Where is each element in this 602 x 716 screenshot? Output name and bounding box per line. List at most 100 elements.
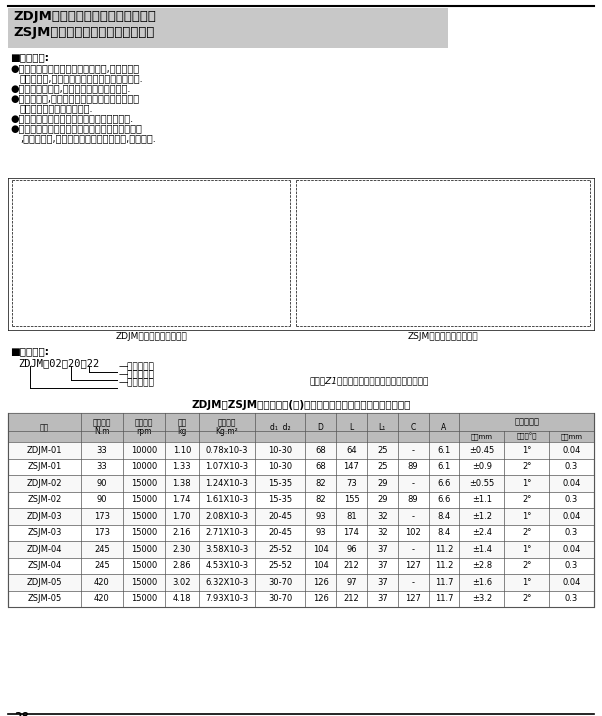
Text: 1.70: 1.70 xyxy=(173,512,191,521)
Text: 37: 37 xyxy=(377,561,388,570)
Text: 20-45: 20-45 xyxy=(268,512,292,521)
Text: 径向mm: 径向mm xyxy=(560,433,583,440)
Text: 2.30: 2.30 xyxy=(173,545,191,553)
Text: 96: 96 xyxy=(346,545,357,553)
Text: L: L xyxy=(349,423,353,432)
Text: 173: 173 xyxy=(94,528,110,537)
Text: 68: 68 xyxy=(315,446,326,455)
Text: 82: 82 xyxy=(315,495,326,504)
Text: 4.53X10-3: 4.53X10-3 xyxy=(205,561,248,570)
Text: 0.3: 0.3 xyxy=(565,463,578,471)
Text: C: C xyxy=(411,423,416,432)
Text: 0.04: 0.04 xyxy=(562,512,581,521)
Text: ■主要特点:: ■主要特点: xyxy=(10,52,49,62)
Text: 97: 97 xyxy=(346,578,357,586)
Text: 2.16: 2.16 xyxy=(173,528,191,537)
Text: 127: 127 xyxy=(405,594,421,604)
Text: 32: 32 xyxy=(377,512,388,521)
Text: 0.04: 0.04 xyxy=(562,479,581,488)
Text: ZSJM型带锥套双型联轴器: ZSJM型带锥套双型联轴器 xyxy=(408,332,479,341)
Text: 212: 212 xyxy=(344,594,359,604)
Text: 8.4: 8.4 xyxy=(438,528,451,537)
Text: 1.61X10-3: 1.61X10-3 xyxy=(205,495,248,504)
Text: -: - xyxy=(412,446,415,455)
Text: 15000: 15000 xyxy=(131,545,157,553)
Text: 25-52: 25-52 xyxy=(268,561,292,570)
Text: 1.33: 1.33 xyxy=(173,463,191,471)
Text: 3.02: 3.02 xyxy=(173,578,191,586)
Text: ZSJM-05: ZSJM-05 xyxy=(27,594,61,604)
Bar xyxy=(8,574,594,591)
Bar xyxy=(8,413,594,607)
Text: 2.86: 2.86 xyxy=(173,561,191,570)
Text: 15000: 15000 xyxy=(131,512,157,521)
Text: 重量: 重量 xyxy=(177,419,187,427)
Text: 93: 93 xyxy=(315,528,326,537)
Text: 37: 37 xyxy=(377,545,388,553)
Text: 15000: 15000 xyxy=(131,495,157,504)
Text: 64: 64 xyxy=(346,446,357,455)
Text: 0.04: 0.04 xyxy=(562,446,581,455)
Text: 102: 102 xyxy=(405,528,421,537)
Text: 15000: 15000 xyxy=(131,528,157,537)
Text: 1°: 1° xyxy=(522,512,532,521)
Text: 0.3: 0.3 xyxy=(565,495,578,504)
Text: 3.58X10-3: 3.58X10-3 xyxy=(205,545,248,553)
Text: 10000: 10000 xyxy=(131,446,157,455)
Text: ±1.2: ±1.2 xyxy=(472,512,492,521)
Text: —型号及规格: —型号及规格 xyxy=(118,378,154,387)
Text: ±3.2: ±3.2 xyxy=(472,594,492,604)
Text: 尽数地发挥其优异的耐久性.: 尽数地发挥其优异的耐久性. xyxy=(20,103,93,113)
Text: 89: 89 xyxy=(408,495,418,504)
Text: 15000: 15000 xyxy=(131,479,157,488)
Text: 2°: 2° xyxy=(522,528,532,537)
Text: ±0.55: ±0.55 xyxy=(469,479,494,488)
Text: D: D xyxy=(318,423,323,432)
Text: 11.7: 11.7 xyxy=(435,594,453,604)
Text: 10000: 10000 xyxy=(131,463,157,471)
Text: ●本联轴器比胀套联结弹性膜片联轴器转动惯量小: ●本联轴器比胀套联结弹性膜片联轴器转动惯量小 xyxy=(10,123,142,133)
Text: 4.18: 4.18 xyxy=(173,594,191,604)
Bar xyxy=(8,413,594,431)
Text: 147: 147 xyxy=(344,463,359,471)
Text: 15-35: 15-35 xyxy=(268,495,292,504)
Text: 30-70: 30-70 xyxy=(268,594,292,604)
Text: N.m: N.m xyxy=(94,427,110,436)
Text: 104: 104 xyxy=(313,545,329,553)
Text: 0.3: 0.3 xyxy=(565,561,578,570)
Text: 245: 245 xyxy=(94,561,110,570)
Text: 90: 90 xyxy=(97,479,107,488)
Bar xyxy=(8,442,594,458)
Text: 0.04: 0.04 xyxy=(562,578,581,586)
Text: ZDJM-05: ZDJM-05 xyxy=(26,578,62,586)
Text: 420: 420 xyxy=(94,578,110,586)
Text: 33: 33 xyxy=(96,463,107,471)
Text: 104: 104 xyxy=(313,561,329,570)
Text: ZDJM型带锥套单型联轴器: ZDJM型带锥套单型联轴器 xyxy=(115,332,187,341)
Text: ±1.1: ±1.1 xyxy=(472,495,492,504)
Text: ●采用优良的不锈锄片做为弹性材料,联轴器具有: ●采用优良的不锈锄片做为弹性材料,联轴器具有 xyxy=(10,63,139,73)
Text: 1°: 1° xyxy=(522,545,532,553)
Text: -: - xyxy=(412,479,415,488)
Text: ZDJM-04: ZDJM-04 xyxy=(26,545,62,553)
Text: L₁: L₁ xyxy=(379,423,386,432)
Text: 25: 25 xyxy=(377,446,388,455)
Text: 81: 81 xyxy=(346,512,357,521)
Text: ●没有背隙、迟滞,可以进行高精度重复定位.: ●没有背隙、迟滞,可以进行高精度重复定位. xyxy=(10,83,131,93)
Text: 37: 37 xyxy=(377,578,388,586)
Text: ZSJM-01: ZSJM-01 xyxy=(27,463,61,471)
Text: 1.74: 1.74 xyxy=(173,495,191,504)
Text: 2°: 2° xyxy=(522,495,532,504)
Text: 0.3: 0.3 xyxy=(565,528,578,537)
Text: 型号: 型号 xyxy=(40,423,49,432)
Text: 11.2: 11.2 xyxy=(435,561,453,570)
Text: 许用转速: 许用转速 xyxy=(135,419,154,427)
Text: ±0.45: ±0.45 xyxy=(469,446,494,455)
Text: 2°: 2° xyxy=(522,594,532,604)
Text: 126: 126 xyxy=(312,594,329,604)
Bar xyxy=(8,508,594,525)
Text: 0.78x10-3: 0.78x10-3 xyxy=(205,446,248,455)
Text: 32: 32 xyxy=(377,528,388,537)
Text: ZDJM－02－20－22: ZDJM－02－20－22 xyxy=(18,358,99,368)
Text: -: - xyxy=(412,512,415,521)
